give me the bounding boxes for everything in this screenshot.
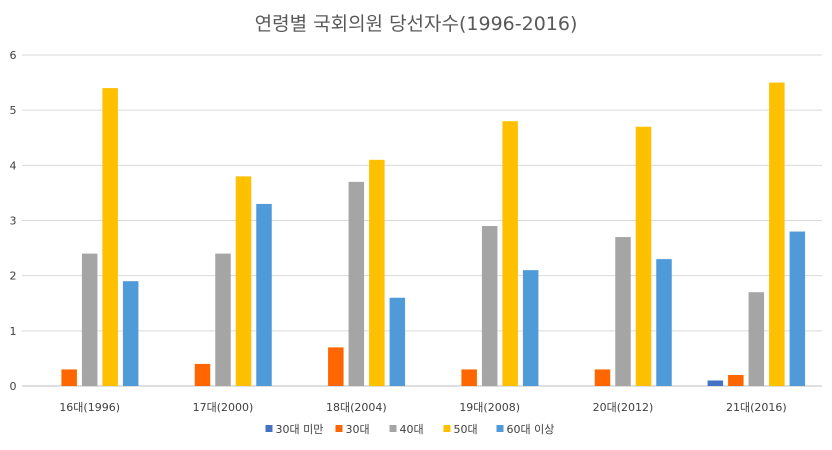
bar <box>369 159 385 386</box>
legend-swatch <box>389 425 397 432</box>
x-tick-label: 19대(2008) <box>459 401 520 414</box>
bar <box>656 259 672 386</box>
x-tick-label: 17대(2000) <box>193 401 254 414</box>
y-tick-label: 1 <box>10 325 17 338</box>
x-tick-label: 20대(2012) <box>593 401 654 414</box>
legend-label: 30대 <box>346 423 370 436</box>
bar <box>389 297 406 386</box>
x-tick-label: 16대(1996) <box>59 401 120 414</box>
bar <box>122 281 139 386</box>
legend-label: 40대 <box>400 423 424 436</box>
bar <box>102 88 118 386</box>
y-axis-ticks: 0 1 2 3 4 5 6 <box>10 49 17 393</box>
bar <box>522 270 539 386</box>
legend-swatch <box>443 425 451 432</box>
bar <box>194 363 211 386</box>
gridlines <box>22 54 822 387</box>
bar <box>502 121 518 386</box>
x-tick-label: 21대(2016) <box>726 401 787 414</box>
bar <box>707 380 724 386</box>
bar <box>235 176 252 386</box>
bar <box>328 347 344 386</box>
bar <box>61 369 77 386</box>
legend: 30대 미만 30대 40대 50대 60대 이상 <box>265 423 555 436</box>
bar <box>348 181 365 386</box>
y-tick-label: 5 <box>10 104 17 117</box>
bar <box>256 203 272 386</box>
legend-label: 50대 <box>454 423 478 436</box>
bar <box>481 226 498 386</box>
bar <box>615 237 631 386</box>
bar <box>635 126 652 386</box>
bar <box>81 253 98 386</box>
y-tick-label: 6 <box>10 49 17 62</box>
bar <box>748 292 765 386</box>
y-tick-label: 4 <box>10 159 17 172</box>
bar <box>215 253 231 386</box>
legend-swatch <box>265 425 273 432</box>
legend-label: 60대 이상 <box>507 423 555 436</box>
y-tick-label: 3 <box>10 215 17 228</box>
chart-title: 연령별 국회의원 당선자수(1996-2016) <box>255 13 578 35</box>
y-tick-label: 2 <box>10 270 17 283</box>
bar <box>769 82 785 386</box>
y-tick-label: 0 <box>10 380 17 393</box>
legend-label: 30대 미만 <box>276 423 324 436</box>
legend-swatch <box>335 425 343 432</box>
x-tick-label: 18대(2004) <box>326 401 387 414</box>
bar <box>728 374 744 386</box>
bar <box>789 231 806 386</box>
bar <box>594 369 611 386</box>
bars <box>61 82 806 386</box>
bar <box>461 369 477 386</box>
x-axis-ticks: 16대(1996) 17대(2000) 18대(2004) 19대(2008) 20대(… <box>59 401 786 414</box>
legend-swatch <box>496 425 504 432</box>
